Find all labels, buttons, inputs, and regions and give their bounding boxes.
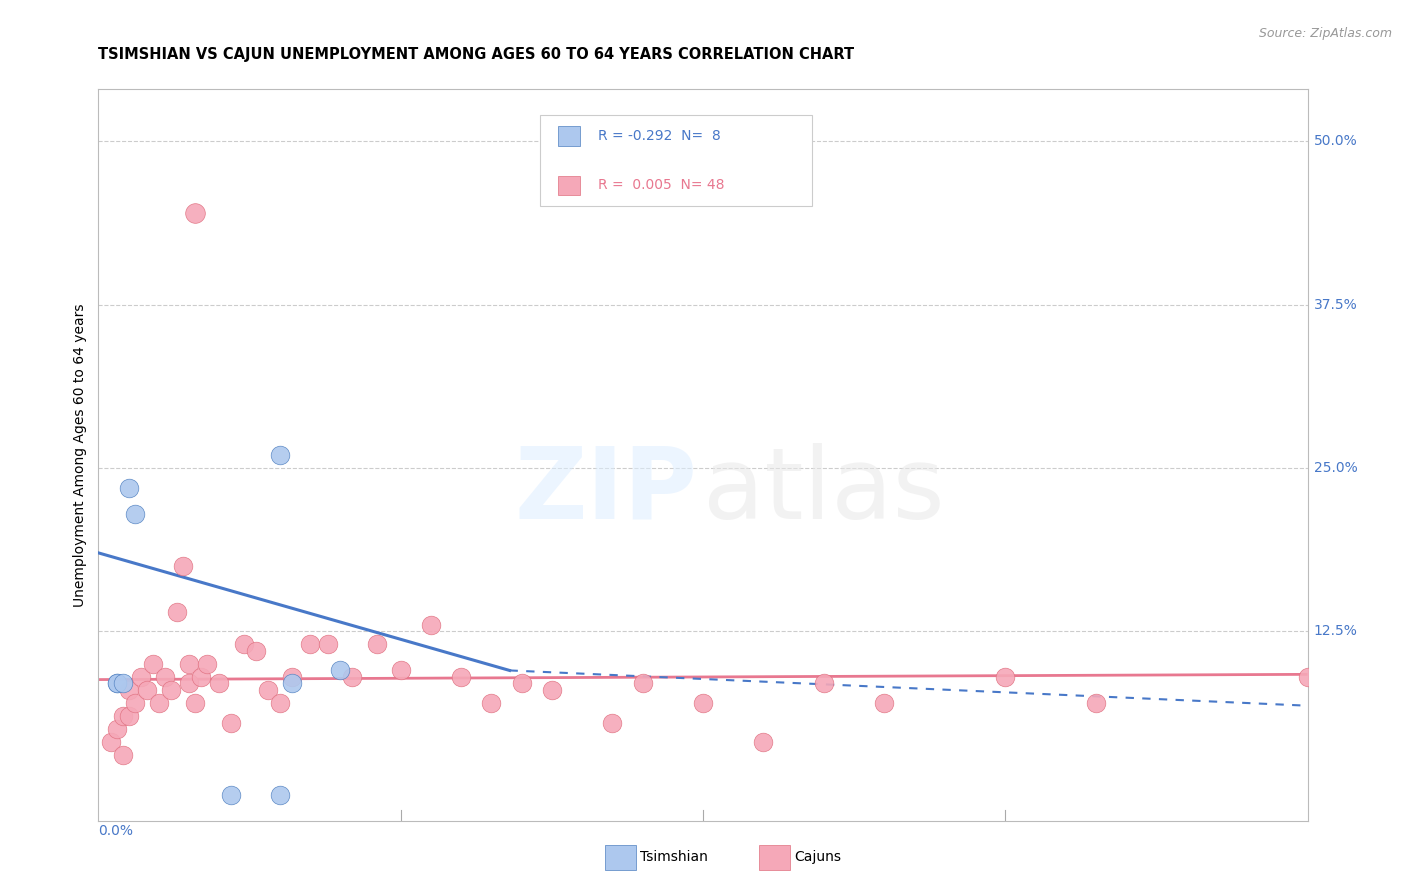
- Point: [221, 715, 243, 730]
- Point: [153, 670, 176, 684]
- Text: atlas: atlas: [703, 443, 945, 540]
- Point: [184, 206, 207, 220]
- Point: [269, 448, 291, 462]
- Text: Source: ZipAtlas.com: Source: ZipAtlas.com: [1258, 27, 1392, 40]
- Bar: [558, 126, 579, 145]
- Point: [752, 735, 775, 749]
- Point: [342, 670, 364, 684]
- Point: [873, 696, 896, 710]
- Point: [160, 683, 183, 698]
- Text: R = -0.292  N=  8: R = -0.292 N= 8: [598, 128, 720, 143]
- Text: 37.5%: 37.5%: [1313, 298, 1357, 311]
- Text: R =  0.005  N= 48: R = 0.005 N= 48: [598, 178, 724, 193]
- Point: [135, 683, 157, 698]
- Point: [111, 709, 134, 723]
- Point: [1085, 696, 1108, 710]
- Text: TSIMSHIAN VS CAJUN UNEMPLOYMENT AMONG AGES 60 TO 64 YEARS CORRELATION CHART: TSIMSHIAN VS CAJUN UNEMPLOYMENT AMONG AG…: [98, 47, 855, 62]
- Bar: [558, 176, 579, 195]
- Point: [184, 696, 207, 710]
- Point: [389, 664, 412, 678]
- Point: [366, 637, 388, 651]
- Point: [142, 657, 165, 671]
- Point: [111, 676, 134, 690]
- Point: [256, 683, 278, 698]
- Point: [281, 670, 304, 684]
- Point: [245, 644, 267, 658]
- Point: [994, 670, 1017, 684]
- Point: [177, 676, 201, 690]
- Text: 12.5%: 12.5%: [1313, 624, 1358, 639]
- Point: [329, 664, 352, 678]
- Point: [316, 637, 339, 651]
- Point: [692, 696, 714, 710]
- Point: [419, 617, 441, 632]
- Point: [105, 676, 128, 690]
- Text: 0.0%: 0.0%: [98, 824, 134, 838]
- Point: [172, 558, 194, 573]
- Point: [118, 481, 141, 495]
- Text: Cajuns: Cajuns: [794, 850, 841, 864]
- Point: [129, 670, 152, 684]
- Point: [299, 637, 322, 651]
- Point: [195, 657, 218, 671]
- Point: [105, 723, 128, 737]
- Point: [221, 788, 243, 802]
- Point: [510, 676, 533, 690]
- Point: [118, 709, 141, 723]
- Point: [105, 676, 128, 690]
- Text: 50.0%: 50.0%: [1313, 135, 1357, 148]
- Point: [813, 676, 835, 690]
- FancyBboxPatch shape: [540, 115, 811, 206]
- Point: [100, 735, 122, 749]
- Text: Tsimshian: Tsimshian: [640, 850, 707, 864]
- Point: [602, 715, 624, 730]
- Point: [631, 676, 654, 690]
- Point: [190, 670, 212, 684]
- Point: [118, 683, 141, 698]
- Point: [281, 676, 304, 690]
- Point: [1296, 670, 1319, 684]
- Text: ZIP: ZIP: [515, 443, 697, 540]
- Point: [166, 605, 188, 619]
- Point: [208, 676, 231, 690]
- Point: [450, 670, 472, 684]
- Point: [177, 657, 201, 671]
- Text: 25.0%: 25.0%: [1313, 461, 1357, 475]
- Point: [148, 696, 170, 710]
- Point: [540, 683, 562, 698]
- Point: [481, 696, 503, 710]
- Y-axis label: Unemployment Among Ages 60 to 64 years: Unemployment Among Ages 60 to 64 years: [73, 303, 87, 607]
- Point: [124, 507, 146, 521]
- Point: [269, 696, 291, 710]
- Point: [232, 637, 254, 651]
- Point: [111, 748, 134, 763]
- Point: [124, 696, 146, 710]
- Point: [269, 788, 291, 802]
